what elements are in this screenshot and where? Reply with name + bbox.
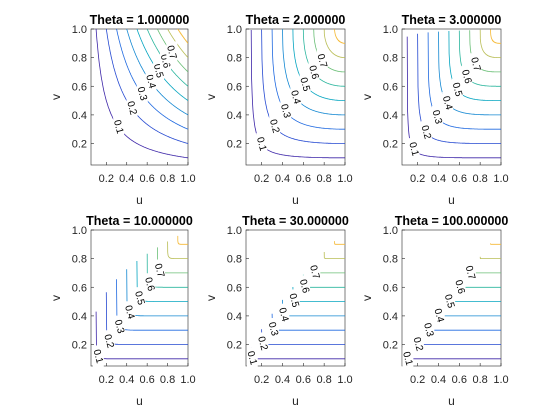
x-axis-label: u <box>136 394 143 408</box>
subplot-title: Theta = 3.000000 <box>402 13 502 27</box>
x-tick-label: 0.8 <box>317 374 332 386</box>
x-tick-label: 1.0 <box>493 374 508 386</box>
y-tick-label: 0.8 <box>227 53 242 65</box>
y-tick-label: 0.8 <box>227 254 242 266</box>
y-tick-label: 0.2 <box>383 340 398 352</box>
y-tick-label: 0.4 <box>72 311 87 323</box>
x-tick-label: 1.0 <box>180 374 195 386</box>
y-tick-label: 0.6 <box>72 81 87 93</box>
x-tick-label: 0.4 <box>119 173 134 185</box>
x-tick-label: 0.6 <box>296 173 311 185</box>
y-tick-label: 0.8 <box>72 53 87 65</box>
x-tick-label: 0.4 <box>431 173 446 185</box>
subplot-5: 0.10.20.30.40.50.60.70.2 0.4 0.6 0.8 1.00.20… <box>204 214 353 408</box>
y-tick-label: 0.8 <box>383 53 398 65</box>
y-axis-label: v <box>360 295 374 301</box>
y-tick-label: 0.4 <box>227 311 242 323</box>
x-tick-label: 0.2 <box>99 173 114 185</box>
y-axis-label: v <box>49 94 63 100</box>
y-tick-label: 0.4 <box>383 311 398 323</box>
y-tick-label: 0.4 <box>227 110 242 122</box>
x-tick-label: 1.0 <box>337 374 352 386</box>
subplot-title: Theta = 1.000000 <box>90 13 190 27</box>
y-tick-label: 0.8 <box>72 254 87 266</box>
subplot-3: 0.10.20.30.40.50.60.70.2 0.4 0.6 0.8 1.00.20… <box>360 13 509 207</box>
y-tick-label: 0.6 <box>383 81 398 93</box>
x-tick-label: 0.2 <box>410 173 425 185</box>
subplot-1: 0.10.20.30.40.50.60.70.2 0.4 0.6 0.8 1.00.20… <box>49 13 196 207</box>
x-tick-label: 0.2 <box>254 173 269 185</box>
y-tick-label: 0.6 <box>383 282 398 294</box>
x-axis-label: u <box>292 193 299 207</box>
x-tick-label: 0.2 <box>99 374 114 386</box>
x-tick-label: 0.4 <box>119 374 134 386</box>
y-tick-label: 1.0 <box>227 225 242 237</box>
y-tick-label: 0.6 <box>72 282 87 294</box>
y-axis-label: v <box>204 94 218 100</box>
y-axis-label: v <box>49 295 63 301</box>
x-tick-label: 1.0 <box>180 173 195 185</box>
y-tick-label: 0.4 <box>72 110 87 122</box>
x-tick-label: 0.8 <box>473 374 488 386</box>
subplot-title: Theta = 10.000000 <box>86 214 193 228</box>
x-tick-label: 0.4 <box>275 173 290 185</box>
subplot-title: Theta = 100.000000 <box>395 214 509 228</box>
x-tick-label: 1.0 <box>493 173 508 185</box>
y-tick-label: 0.2 <box>227 139 242 151</box>
x-axis-label: u <box>136 193 143 207</box>
subplot-2: 0.10.20.30.40.50.60.70.2 0.4 0.6 0.8 1.00.20… <box>204 13 353 207</box>
x-tick-label: 0.6 <box>452 374 467 386</box>
x-tick-label: 0.4 <box>275 374 290 386</box>
x-axis-label: u <box>448 394 455 408</box>
y-tick-label: 1.0 <box>227 24 242 36</box>
y-tick-label: 0.2 <box>72 139 87 151</box>
subplot-4: 0.10.20.30.40.50.60.70.2 0.4 0.6 0.8 1.00.20… <box>49 214 196 408</box>
y-tick-label: 1.0 <box>72 225 87 237</box>
y-tick-label: 1.0 <box>72 24 87 36</box>
x-tick-label: 0.6 <box>452 173 467 185</box>
y-tick-label: 0.2 <box>383 139 398 151</box>
subplot-title: Theta = 2.000000 <box>246 13 346 27</box>
x-axis-label: u <box>448 193 455 207</box>
y-tick-label: 0.2 <box>72 340 87 352</box>
y-tick-label: 0.6 <box>227 282 242 294</box>
y-tick-label: 0.8 <box>383 254 398 266</box>
y-tick-label: 1.0 <box>383 24 398 36</box>
x-tick-label: 0.2 <box>254 374 269 386</box>
x-tick-label: 0.2 <box>410 374 425 386</box>
y-tick-label: 0.6 <box>227 81 242 93</box>
x-tick-label: 0.4 <box>431 374 446 386</box>
x-axis-label: u <box>292 394 299 408</box>
x-tick-label: 0.6 <box>140 173 155 185</box>
x-tick-label: 0.8 <box>317 173 332 185</box>
subplot-6: 0.10.20.30.40.50.60.70.2 0.4 0.6 0.8 1.00.20… <box>360 214 509 408</box>
y-tick-label: 0.4 <box>383 110 398 122</box>
x-tick-label: 0.6 <box>296 374 311 386</box>
x-tick-label: 0.8 <box>473 173 488 185</box>
x-tick-label: 0.8 <box>160 173 175 185</box>
y-tick-label: 0.2 <box>227 340 242 352</box>
y-axis-label: v <box>204 295 218 301</box>
x-tick-label: 1.0 <box>337 173 352 185</box>
subplot-title: Theta = 30.000000 <box>242 214 349 228</box>
y-axis-label: v <box>360 94 374 100</box>
x-tick-label: 0.8 <box>160 374 175 386</box>
x-tick-label: 0.6 <box>140 374 155 386</box>
